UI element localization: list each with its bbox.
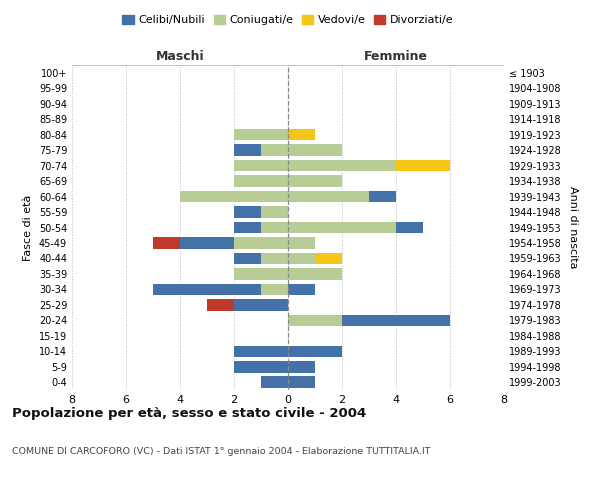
Bar bbox=[288, 284, 315, 295]
Bar bbox=[369, 190, 396, 202]
Bar bbox=[153, 284, 261, 295]
Bar bbox=[315, 252, 342, 264]
Bar bbox=[234, 206, 261, 218]
Bar bbox=[261, 284, 288, 295]
Bar bbox=[288, 376, 315, 388]
Text: Femmine: Femmine bbox=[364, 50, 428, 62]
Text: Popolazione per età, sesso e stato civile - 2004: Popolazione per età, sesso e stato civil… bbox=[12, 408, 366, 420]
Bar bbox=[261, 222, 288, 234]
Bar bbox=[261, 252, 288, 264]
Bar bbox=[234, 176, 288, 187]
Legend: Celibi/Nubili, Coniugati/e, Vedovi/e, Divorziati/e: Celibi/Nubili, Coniugati/e, Vedovi/e, Di… bbox=[118, 10, 458, 30]
Bar bbox=[234, 252, 261, 264]
Bar bbox=[288, 268, 342, 280]
Bar bbox=[288, 144, 342, 156]
Bar bbox=[396, 160, 450, 172]
Bar bbox=[261, 144, 288, 156]
Y-axis label: Fasce di età: Fasce di età bbox=[23, 194, 33, 260]
Bar bbox=[288, 190, 369, 202]
Bar bbox=[234, 222, 261, 234]
Bar bbox=[288, 129, 315, 140]
Bar bbox=[234, 299, 288, 310]
Bar bbox=[396, 222, 423, 234]
Text: Maschi: Maschi bbox=[155, 50, 205, 62]
Bar bbox=[288, 176, 342, 187]
Text: COMUNE DI CARCOFORO (VC) - Dati ISTAT 1° gennaio 2004 - Elaborazione TUTTITALIA.: COMUNE DI CARCOFORO (VC) - Dati ISTAT 1°… bbox=[12, 448, 431, 456]
Bar bbox=[234, 144, 261, 156]
Bar bbox=[234, 160, 288, 172]
Bar bbox=[288, 252, 315, 264]
Bar bbox=[234, 129, 288, 140]
Bar bbox=[288, 237, 315, 249]
Bar bbox=[207, 299, 234, 310]
Bar bbox=[234, 268, 288, 280]
Bar bbox=[261, 376, 288, 388]
Bar bbox=[288, 160, 396, 172]
Bar bbox=[234, 361, 288, 372]
Bar bbox=[342, 314, 450, 326]
Bar bbox=[180, 237, 234, 249]
Bar bbox=[288, 346, 342, 357]
Bar bbox=[261, 206, 288, 218]
Bar bbox=[180, 190, 288, 202]
Bar bbox=[288, 314, 342, 326]
Bar bbox=[288, 222, 396, 234]
Y-axis label: Anni di nascita: Anni di nascita bbox=[568, 186, 578, 269]
Bar bbox=[234, 346, 288, 357]
Bar bbox=[234, 237, 288, 249]
Bar bbox=[153, 237, 180, 249]
Bar bbox=[288, 361, 315, 372]
